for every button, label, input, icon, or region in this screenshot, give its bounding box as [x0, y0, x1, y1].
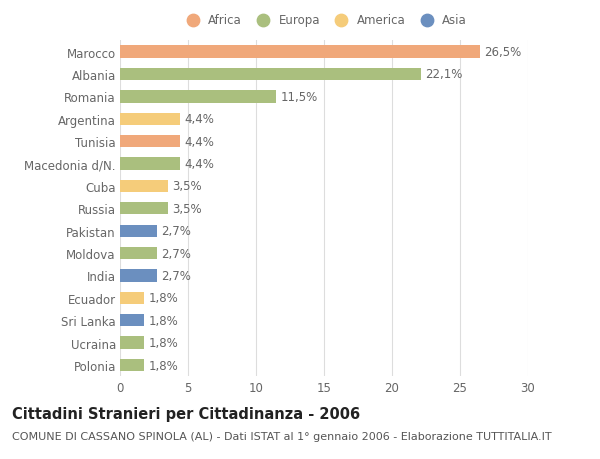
Legend: Africa, Europa, America, Asia: Africa, Europa, America, Asia	[176, 10, 472, 32]
Bar	[120, 91, 277, 103]
Text: 1,8%: 1,8%	[149, 359, 178, 372]
Bar	[120, 337, 145, 349]
Bar	[120, 359, 145, 371]
Bar	[120, 69, 421, 81]
Bar	[120, 314, 145, 327]
Text: 2,7%: 2,7%	[161, 225, 191, 238]
Text: 1,8%: 1,8%	[149, 314, 178, 327]
Text: 3,5%: 3,5%	[172, 202, 202, 215]
Text: 3,5%: 3,5%	[172, 180, 202, 193]
Text: 2,7%: 2,7%	[161, 269, 191, 282]
Text: 4,4%: 4,4%	[184, 113, 214, 126]
Text: 22,1%: 22,1%	[425, 68, 462, 81]
Bar	[120, 158, 180, 170]
Bar	[120, 203, 167, 215]
Bar	[120, 113, 180, 126]
Bar	[120, 180, 167, 193]
Text: 26,5%: 26,5%	[484, 46, 522, 59]
Bar	[120, 136, 180, 148]
Bar	[120, 46, 481, 59]
Text: 4,4%: 4,4%	[184, 135, 214, 148]
Bar	[120, 247, 157, 260]
Text: 1,8%: 1,8%	[149, 292, 178, 305]
Text: COMUNE DI CASSANO SPINOLA (AL) - Dati ISTAT al 1° gennaio 2006 - Elaborazione TU: COMUNE DI CASSANO SPINOLA (AL) - Dati IS…	[12, 431, 551, 442]
Text: Cittadini Stranieri per Cittadinanza - 2006: Cittadini Stranieri per Cittadinanza - 2…	[12, 406, 360, 421]
Text: 1,8%: 1,8%	[149, 336, 178, 349]
Text: 4,4%: 4,4%	[184, 158, 214, 171]
Bar	[120, 225, 157, 237]
Text: 11,5%: 11,5%	[280, 91, 318, 104]
Bar	[120, 270, 157, 282]
Bar	[120, 292, 145, 304]
Text: 2,7%: 2,7%	[161, 247, 191, 260]
